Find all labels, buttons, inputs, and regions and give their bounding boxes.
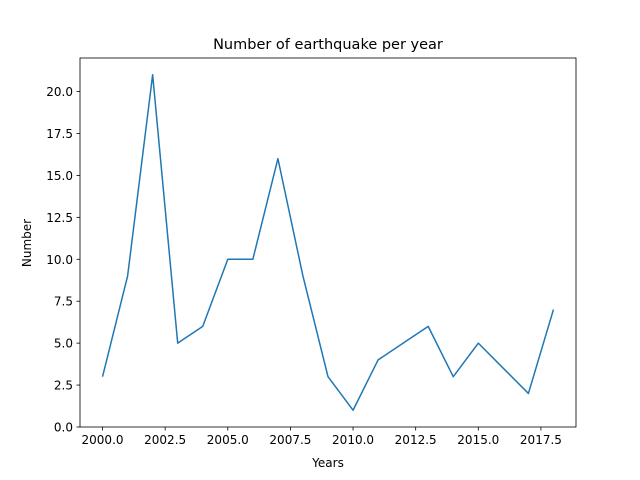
y-tick-label: 2.5 <box>54 379 73 393</box>
y-tick-label: 20.0 <box>46 85 73 99</box>
x-tick-label: 2007.5 <box>269 433 311 447</box>
y-axis-ticks: 0.0 2.5 5.0 7.5 10.0 12.5 15.0 17.5 20.0 <box>46 85 80 435</box>
plot-area <box>79 57 577 428</box>
x-tick-label: 2017.5 <box>520 433 562 447</box>
x-tick-label: 2010.0 <box>332 433 374 447</box>
x-tick-label: 2002.5 <box>144 433 186 447</box>
y-tick-label: 7.5 <box>54 295 73 309</box>
y-tick-label: 12.5 <box>46 211 73 225</box>
x-axis-ticks: 2000.0 2002.5 2005.0 2007.5 2010.0 2012.5 2015… <box>82 427 562 447</box>
y-axis-label: Number <box>20 219 34 267</box>
y-tick-label: 17.5 <box>46 127 73 141</box>
y-tick-label: 0.0 <box>54 421 73 435</box>
x-tick-label: 2012.5 <box>395 433 437 447</box>
chart-title: Number of earthquake per year <box>213 37 443 53</box>
x-tick-label: 2000.0 <box>82 433 124 447</box>
axes-frame <box>79 57 577 428</box>
x-tick-label: 2005.0 <box>207 433 249 447</box>
y-tick-label: 10.0 <box>46 253 73 267</box>
x-tick-label: 2015.0 <box>457 433 499 447</box>
y-tick-label: 15.0 <box>46 169 73 183</box>
series-line <box>101 74 555 411</box>
y-tick-label: 5.0 <box>54 337 73 351</box>
x-axis-label: Years <box>311 456 344 470</box>
